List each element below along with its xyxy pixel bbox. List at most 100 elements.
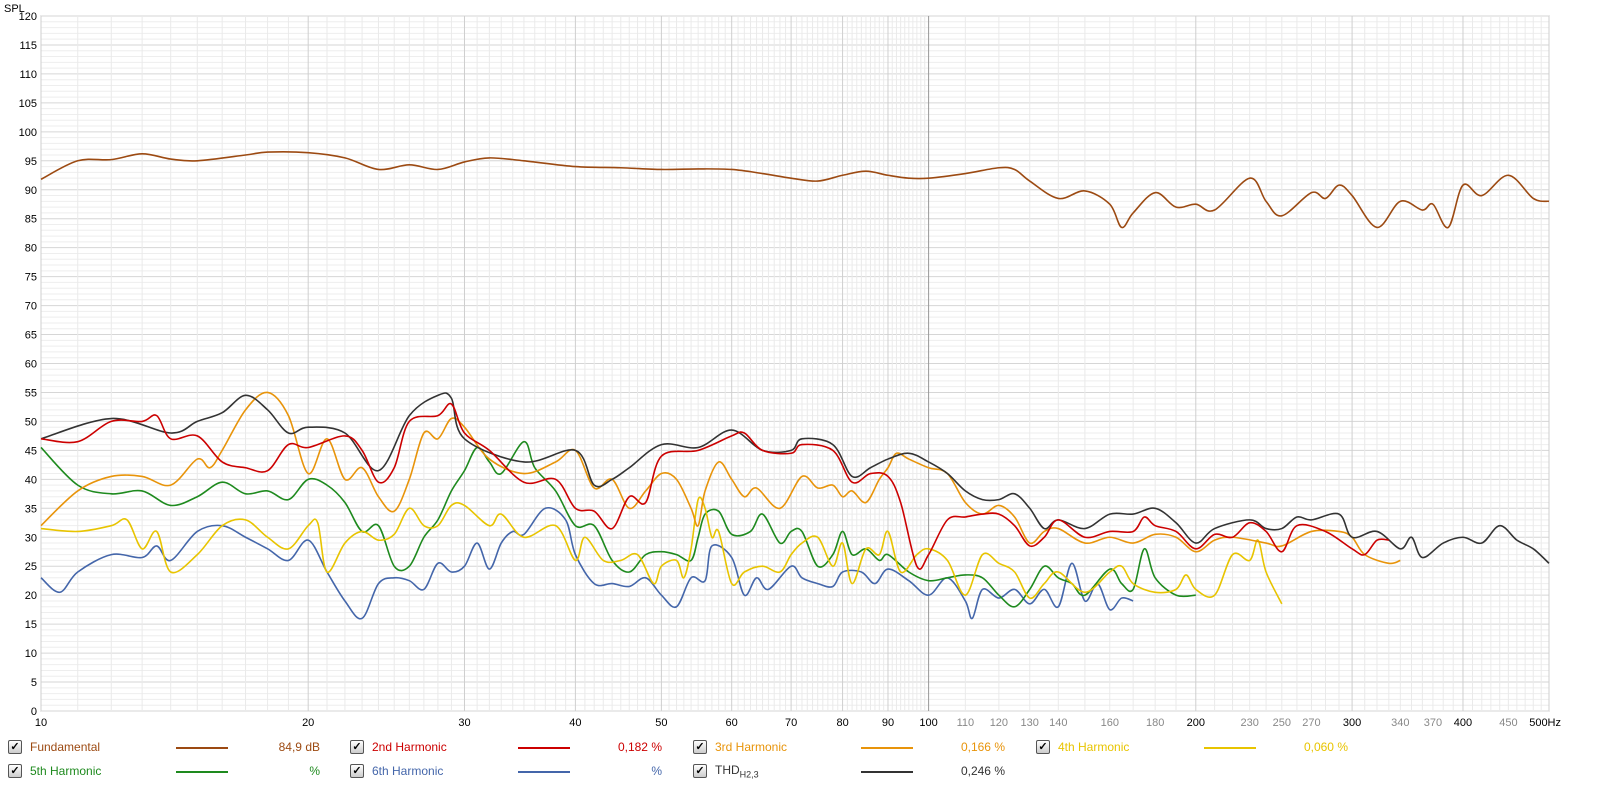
x-tick-label: 70 — [785, 717, 797, 729]
checkbox-checked-icon[interactable]: ✓ — [693, 740, 707, 754]
legend-label: 4th Harmonic — [1058, 740, 1130, 754]
legend-value: % — [309, 764, 320, 778]
legend-label: 2nd Harmonic — [372, 740, 447, 754]
x-tick-label: 500Hz — [1529, 717, 1561, 729]
distortion-chart: SPL 0 5 10 15 20 25 30 35 40 45 50 55 60 65 70 75 80 85 90… — [4, 3, 1561, 729]
x-tick-label: 200 — [1187, 717, 1205, 729]
legend-swatch — [1204, 747, 1256, 749]
checkbox-checked-icon[interactable]: ✓ — [8, 740, 22, 754]
x-tick-label: 90 — [882, 717, 894, 729]
x-tick-label: 270 — [1302, 717, 1320, 729]
legend-item: ✓ 5th Harmonic — [8, 762, 101, 780]
legend-value: 0,246 % — [960, 764, 1005, 778]
y-tick-label: 30 — [25, 532, 37, 544]
y-tick-label: 100 — [19, 127, 37, 139]
x-tick-label: 20 — [302, 717, 314, 729]
x-tick-label: 250 — [1273, 717, 1291, 729]
legend-value: 0,060 % — [1303, 740, 1348, 754]
checkbox-checked-icon[interactable]: ✓ — [693, 764, 707, 778]
legend-swatch — [518, 771, 570, 773]
legend-label: 6th Harmonic — [372, 764, 444, 778]
y-tick-label: 50 — [25, 416, 37, 428]
y-tick-label: 15 — [25, 619, 37, 631]
legend-swatch — [518, 747, 570, 749]
legend-value: 84,9 dB — [278, 740, 320, 754]
y-tick-label: 110 — [19, 69, 37, 81]
legend-swatch — [861, 747, 913, 749]
y-tick-label: 25 — [25, 561, 37, 573]
series-line-6th-harmonic — [40, 506, 1134, 620]
y-tick-label: 120 — [19, 11, 37, 23]
y-tick-label: 75 — [25, 272, 37, 284]
series-line-2nd-harmonic — [40, 402, 1389, 570]
x-tick-label: 110 — [957, 717, 975, 729]
legend-label: 3rd Harmonic — [715, 740, 788, 754]
y-tick-label: 65 — [25, 330, 37, 342]
x-tick-label: 160 — [1101, 717, 1119, 729]
legend-item: ✓ THDH2,3 — [693, 762, 759, 780]
y-tick-label: 90 — [25, 185, 37, 197]
y-tick-label: 55 — [25, 387, 37, 399]
y-tick-label: 115 — [19, 40, 37, 52]
legend-value: % — [651, 764, 662, 778]
legend-item: ✓ 2nd Harmonic — [350, 738, 447, 756]
y-tick-labels: 0 5 10 15 20 25 30 35 40 45 50 55 60 65 70 75 80 85 90 95 10… — [19, 11, 37, 718]
y-tick-label: 5 — [31, 677, 37, 689]
x-tick-label: 130 — [1021, 717, 1039, 729]
x-tick-label: 140 — [1049, 717, 1067, 729]
grid — [40, 15, 1550, 712]
x-tick-label: 230 — [1240, 717, 1258, 729]
legend-item: ✓ 3rd Harmonic — [693, 738, 787, 756]
y-tick-label: 60 — [25, 359, 37, 371]
series-line-4th-harmonic — [40, 496, 1283, 605]
checkbox-checked-icon[interactable]: ✓ — [1036, 740, 1050, 754]
legend-swatch — [861, 771, 913, 773]
legend-item: ✓ Fundamental — [8, 738, 100, 756]
legend-swatch — [176, 771, 228, 773]
x-tick-label: 300 — [1343, 717, 1361, 729]
y-tick-label: 40 — [25, 474, 37, 486]
y-tick-label: 95 — [25, 156, 37, 168]
legend-value: 0,182 % — [617, 740, 662, 754]
legend-label: 5th Harmonic — [30, 764, 102, 778]
series-line-3rd-harmonic — [40, 391, 1401, 565]
y-tick-label: 70 — [25, 301, 37, 313]
x-tick-label: 100 — [919, 717, 937, 729]
x-tick-label: 400 — [1454, 717, 1472, 729]
x-tick-label: 450 — [1499, 717, 1517, 729]
x-tick-label: 50 — [655, 717, 667, 729]
y-axis-label: SPL — [4, 3, 25, 15]
x-tick-label: 60 — [726, 717, 738, 729]
y-tick-label: 35 — [25, 503, 37, 515]
y-tick-label: 85 — [25, 214, 37, 226]
series-line-thd — [40, 392, 1550, 564]
legend-label: THDH2,3 — [715, 762, 759, 780]
legend-item: ✓ 4th Harmonic — [1036, 738, 1129, 756]
checkbox-checked-icon[interactable]: ✓ — [8, 764, 22, 778]
checkbox-checked-icon[interactable]: ✓ — [350, 740, 364, 754]
y-tick-label: 0 — [31, 706, 37, 718]
legend-value: 0,166 % — [960, 740, 1005, 754]
y-tick-label: 80 — [25, 243, 37, 255]
x-tick-label: 10 — [35, 717, 47, 729]
y-tick-label: 20 — [25, 590, 37, 602]
series-lines — [40, 151, 1550, 620]
legend-swatch — [176, 747, 228, 749]
x-tick-labels: 10 20 30 40 50 60 70 80 90 100 110 120 130 140 160 180 2… — [35, 717, 1561, 729]
series-line-5th-harmonic — [40, 440, 1196, 608]
x-tick-label: 40 — [569, 717, 581, 729]
legend: ✓ Fundamental 84,9 dB ✓ 2nd Harmonic 0,182 % ✓… — [0, 736, 1608, 804]
legend-label: Fundamental — [30, 740, 101, 754]
x-tick-label: 180 — [1146, 717, 1164, 729]
legend-item: ✓ 6th Harmonic — [350, 762, 443, 780]
checkbox-checked-icon[interactable]: ✓ — [350, 764, 364, 778]
x-tick-label: 120 — [990, 717, 1008, 729]
x-tick-label: 370 — [1424, 717, 1442, 729]
y-tick-label: 105 — [19, 98, 37, 110]
x-tick-label: 30 — [458, 717, 470, 729]
y-tick-label: 45 — [25, 445, 37, 457]
series-line-fundamental — [40, 151, 1550, 229]
x-tick-label: 340 — [1391, 717, 1409, 729]
x-tick-label: 80 — [836, 717, 848, 729]
y-tick-label: 10 — [25, 648, 37, 660]
